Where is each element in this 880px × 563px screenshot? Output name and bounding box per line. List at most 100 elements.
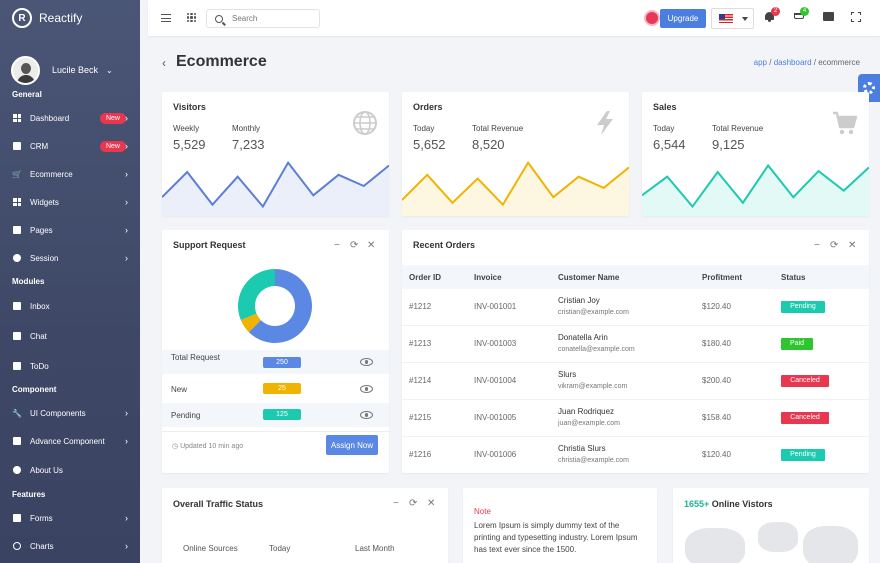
component-icon bbox=[12, 437, 22, 446]
order-id-cell: #1213 bbox=[409, 339, 432, 348]
online-label: Online Vistors bbox=[711, 499, 773, 509]
assign-now-button[interactable]: Assign Now bbox=[326, 435, 378, 455]
card-title: Recent Orders bbox=[413, 240, 476, 250]
table-row[interactable]: #1216 INV-001006 Christia Slurs christia@ex… bbox=[402, 437, 869, 473]
eye-icon[interactable] bbox=[360, 358, 373, 366]
close-icon[interactable]: ✕ bbox=[427, 498, 436, 509]
breadcrumb-dashboard[interactable]: dashboard bbox=[773, 58, 812, 67]
widgets-icon bbox=[12, 198, 22, 207]
sidebar-item-about-us[interactable]: About Us bbox=[0, 461, 140, 479]
sparkline-line bbox=[642, 163, 869, 209]
sparkline-area bbox=[642, 165, 869, 216]
caret-down-icon bbox=[742, 16, 748, 21]
customer-name-cell: Donatella Arin bbox=[558, 333, 608, 342]
divider bbox=[162, 431, 389, 432]
table-row[interactable]: #1213 INV-001003 Donatella Arin conatella@e… bbox=[402, 326, 869, 363]
brand-name: Reactify bbox=[39, 11, 83, 25]
chat-icon[interactable] bbox=[823, 12, 834, 21]
notifications-button[interactable]: 2 bbox=[765, 7, 780, 22]
sidebar-item-crm[interactable]: CRM New › bbox=[0, 137, 140, 155]
fullscreen-icon[interactable] bbox=[851, 12, 861, 22]
world-map-region bbox=[803, 526, 858, 563]
breadcrumb-current: ecommerce bbox=[818, 58, 860, 67]
sidebar-item-label: Inbox bbox=[30, 301, 50, 311]
sidebar-item-inbox[interactable]: Inbox bbox=[0, 297, 140, 315]
sidebar-item-label: Pages bbox=[30, 225, 53, 235]
avatar bbox=[11, 55, 40, 85]
visitors-sparkline bbox=[162, 160, 389, 216]
eye-icon[interactable] bbox=[360, 385, 373, 393]
minimize-icon[interactable]: − bbox=[334, 240, 340, 251]
apps-grid-icon[interactable] bbox=[187, 13, 196, 22]
sidebar-item-todo[interactable]: ToDo bbox=[0, 357, 140, 375]
donut-slice bbox=[238, 269, 275, 321]
amount-cell: $200.40 bbox=[702, 376, 731, 385]
sidebar-item-dashboard[interactable]: Dashboard New › bbox=[0, 109, 140, 127]
sidebar-item-advance-component[interactable]: Advance Component › bbox=[0, 432, 140, 450]
sidebar: R Reactify Lucile Beck ⌄ General Dashboa… bbox=[0, 0, 140, 563]
sidebar-item-chat[interactable]: Chat bbox=[0, 327, 140, 345]
user-profile[interactable]: Lucile Beck ⌄ bbox=[0, 46, 140, 94]
charts-icon bbox=[12, 542, 22, 551]
close-icon[interactable]: ✕ bbox=[367, 240, 376, 251]
note-text: Lorem Ipsum is simply dummy text of the … bbox=[474, 521, 638, 554]
table-row[interactable]: #1212 INV-001001 Cristian Joy cristian@exam… bbox=[402, 289, 869, 326]
sparkline-area bbox=[402, 162, 629, 216]
new-badge: New bbox=[99, 140, 126, 152]
support-request-card: Support Request − ⟳ ✕ Total Request 250 … bbox=[162, 230, 389, 473]
table-row[interactable]: #1214 INV-001004 Slurs vikram@example.com $2… bbox=[402, 363, 869, 400]
column-header: Profitment bbox=[702, 273, 742, 282]
refresh-icon[interactable]: ⟳ bbox=[350, 240, 359, 251]
sidebar-item-label: Dashboard bbox=[30, 113, 70, 123]
sidebar-item-forms[interactable]: Forms › bbox=[0, 509, 140, 527]
cart-button[interactable]: 4 bbox=[794, 7, 809, 22]
breadcrumb-app[interactable]: app bbox=[753, 58, 768, 67]
stat-label: Total Revenue bbox=[712, 124, 764, 133]
cart-icon bbox=[794, 13, 804, 19]
amount-cell: $180.40 bbox=[702, 339, 731, 348]
customer-name-cell: Cristian Joy bbox=[558, 296, 600, 305]
online-visitors-card: 1655+ Online Vistors bbox=[673, 488, 869, 563]
minimize-icon[interactable]: − bbox=[814, 240, 820, 251]
invoice-cell: INV-001006 bbox=[474, 450, 517, 459]
stat-value: 7,233 bbox=[232, 137, 265, 152]
sidebar-item-widgets[interactable]: Widgets › bbox=[0, 193, 140, 211]
back-chevron-icon[interactable]: ‹ bbox=[162, 56, 166, 70]
refresh-icon[interactable]: ⟳ bbox=[409, 498, 418, 509]
chevron-right-icon: › bbox=[125, 169, 128, 179]
refresh-icon[interactable]: ⟳ bbox=[830, 240, 839, 251]
section-title-component: Component bbox=[12, 385, 57, 394]
table-row[interactable]: #1215 INV-001005 Juan Rodriquez juan@exampl… bbox=[402, 400, 869, 437]
crm-icon bbox=[12, 142, 22, 151]
chevron-right-icon: › bbox=[125, 436, 128, 446]
wrench-icon: 🔧 bbox=[12, 408, 22, 418]
session-icon bbox=[12, 254, 22, 263]
brand[interactable]: R Reactify bbox=[0, 0, 140, 36]
sidebar-item-session[interactable]: Session › bbox=[0, 249, 140, 267]
record-dot-icon[interactable] bbox=[644, 10, 660, 26]
sidebar-item-ecommerce[interactable]: 🛒 Ecommerce › bbox=[0, 165, 140, 183]
minimize-icon[interactable]: − bbox=[393, 498, 399, 509]
online-count: 1655+ bbox=[684, 499, 710, 509]
sidebar-item-ui-components[interactable]: 🔧 UI Components › bbox=[0, 404, 140, 422]
globe-icon bbox=[353, 111, 377, 135]
sidebar-item-pages[interactable]: Pages › bbox=[0, 221, 140, 239]
note-title: Note bbox=[474, 507, 491, 516]
close-icon[interactable]: ✕ bbox=[848, 240, 857, 251]
sparkline-line bbox=[162, 160, 389, 209]
language-select[interactable] bbox=[711, 8, 754, 29]
support-row-value: 25 bbox=[263, 383, 301, 394]
search-input[interactable] bbox=[232, 14, 312, 23]
stat-value: 9,125 bbox=[712, 137, 745, 152]
eye-icon[interactable] bbox=[360, 411, 373, 419]
sidebar-item-label: Charts bbox=[30, 541, 54, 551]
inbox-icon bbox=[12, 302, 22, 311]
menu-icon[interactable] bbox=[161, 14, 171, 22]
chevron-down-icon[interactable]: ⌄ bbox=[106, 65, 113, 75]
clock-icon: ◷ bbox=[172, 443, 181, 450]
card-title: Sales bbox=[653, 102, 677, 112]
sidebar-item-charts[interactable]: Charts › bbox=[0, 537, 140, 555]
profile-name: Lucile Beck bbox=[52, 65, 99, 75]
card-title: Orders bbox=[413, 102, 443, 112]
upgrade-button[interactable]: Upgrade bbox=[660, 9, 706, 28]
